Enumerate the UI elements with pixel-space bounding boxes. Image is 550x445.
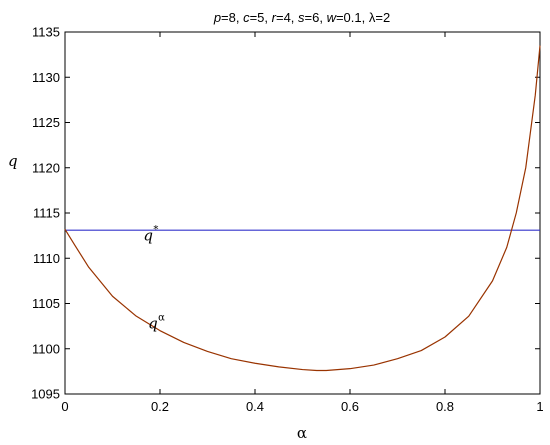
x-tick-label: 1 [536,399,543,414]
y-tick-label: 1105 [32,296,60,311]
y-tick-label: 1125 [32,115,60,130]
series-line-1 [64,45,541,372]
y-axis-label: q [8,152,18,170]
y-tick-label: 1130 [32,70,60,85]
annotation-label-1: q [148,314,158,332]
series-lines [64,45,541,372]
y-tick-label: 1120 [32,160,60,175]
x-axis-label: α [297,424,307,442]
y-tick-label: 1100 [32,341,60,356]
annotations: q *q α [143,225,165,333]
y-tick-label: 1115 [33,206,60,221]
x-tick-label: 0.6 [341,399,359,414]
y-tick-label: 1135 [32,25,60,40]
annotation-superscript-0: * [153,225,158,236]
x-tick-label: 0.8 [436,399,454,414]
annotation-label-0: q [143,227,153,245]
y-tick-label: 1095 [31,387,60,402]
chart-title: p=8, c=5, r=4, s=6, w=0.1, λ=2 [213,10,390,25]
x-tick-label: 0.2 [151,399,169,414]
y-tick-label: 1110 [33,251,60,266]
axis-ticks: 0 0.2 0.4 0.6 0.8 1 1095 1100 1105 1110 1115 1120 11… [31,25,544,415]
annotation-superscript-1: α [158,312,165,323]
x-tick-label: 0 [61,399,68,414]
plot-area [64,31,541,395]
x-tick-label: 0.4 [246,399,264,414]
